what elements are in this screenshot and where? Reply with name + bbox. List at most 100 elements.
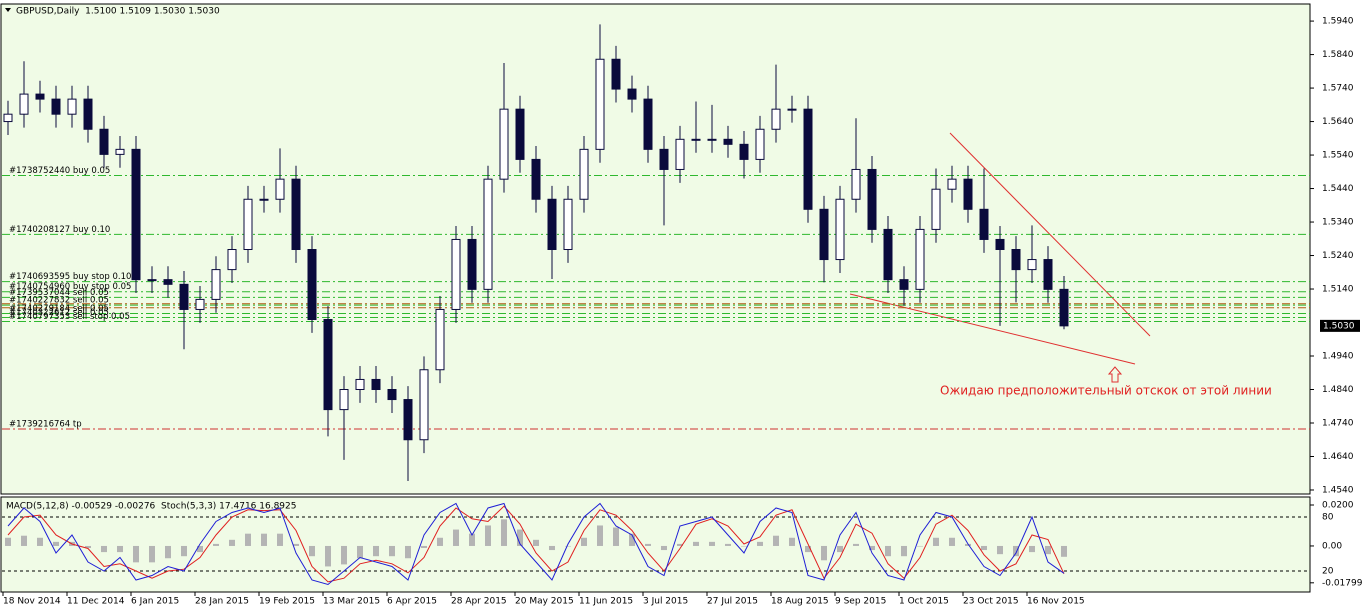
macd-bar (965, 543, 971, 546)
y-tick-label: 0.0200 (1322, 500, 1354, 510)
candle-body (739, 143, 749, 160)
candle-body (483, 178, 493, 290)
macd-bar (933, 537, 939, 546)
candle-body (323, 319, 333, 411)
macd-bar (869, 545, 875, 551)
candle-body (611, 58, 621, 90)
candle-body (211, 269, 221, 300)
y2-tick-label: 20 (1322, 567, 1334, 577)
sub-panel (0, 496, 1311, 593)
candle-body (115, 148, 125, 155)
last-price-box (1320, 319, 1360, 332)
x-tick-label: 20 May 2015 (515, 597, 574, 607)
macd-bar (357, 545, 363, 559)
macd-bar (645, 543, 651, 546)
macd-bar (501, 519, 507, 546)
macd-bar (485, 525, 491, 546)
candle-body (787, 108, 797, 111)
x-tick-label: 9 Sep 2015 (835, 597, 886, 607)
stoch-line (7, 502, 1065, 586)
macd-bar (37, 537, 43, 546)
candle-body (355, 378, 365, 391)
x-tick-label: 11 Jun 2015 (579, 597, 633, 607)
y-tick-label: 1.5340 (1322, 218, 1354, 228)
x-tick-label: 18 Nov 2014 (3, 597, 61, 607)
candle-body (547, 198, 557, 251)
candle-body (1027, 259, 1037, 271)
candle-body (1011, 249, 1021, 271)
macd-bar (325, 545, 331, 567)
x-tick-label: 6 Apr 2015 (387, 597, 437, 607)
macd-bar (21, 535, 27, 546)
macd-bar (1029, 545, 1035, 553)
candle-body (51, 98, 61, 115)
macd-bar (1013, 545, 1019, 557)
candle-body (195, 298, 205, 310)
candle-body (99, 128, 109, 155)
candle-body (595, 58, 605, 150)
macd-bar (149, 545, 155, 563)
order-label: #1740754960 buy stop 0.05 (9, 282, 131, 292)
candle-body (307, 249, 317, 321)
x-tick-label: 27 Jul 2015 (707, 597, 758, 607)
candle-body (179, 283, 189, 310)
candle-body (387, 389, 397, 401)
candle-body (675, 138, 685, 170)
candle-body (963, 178, 973, 210)
indicator-title: MACD(5,12,8) -0.00529 -0.00276 Stoch(5,3… (6, 502, 296, 512)
macd-bar (165, 545, 171, 559)
candle-body (3, 113, 13, 123)
macd-bar (709, 541, 715, 546)
macd-bar (773, 535, 779, 546)
order-label: #1739216764 tp (9, 420, 82, 430)
y-tick-label: 1.4640 (1322, 452, 1354, 462)
main-panel (0, 3, 1311, 495)
arrow-icon (1107, 366, 1123, 383)
candle-body (291, 178, 301, 251)
x-tick-label: 13 Mar 2015 (323, 597, 380, 607)
macd-bar (901, 545, 907, 557)
macd-bar (181, 545, 187, 557)
macd-bar (341, 545, 347, 565)
candle-body (915, 228, 925, 290)
candle-body (35, 93, 45, 100)
candle-body (275, 178, 285, 200)
candle-body (339, 389, 349, 411)
candle-body (259, 198, 269, 201)
candle-body (515, 108, 525, 160)
candle-body (851, 168, 861, 200)
macd-bar (517, 529, 523, 546)
candle-body (19, 93, 29, 115)
candle-body (467, 238, 477, 290)
order-label: #1740797353 sell stop 0.05 (9, 312, 130, 322)
y-tick-label: 1.4540 (1322, 485, 1354, 495)
x-tick-label: 28 Jan 2015 (195, 597, 249, 607)
candle-body (1043, 259, 1053, 290)
y-tick-label: -0.01799 (1322, 578, 1362, 588)
candle-body (627, 88, 637, 100)
macd-bar (469, 533, 475, 546)
candle-body (883, 228, 893, 281)
y-tick-label: 1.5640 (1322, 117, 1354, 127)
candle-body (163, 279, 173, 285)
order-label: #1740279184 sell 0.05 (9, 304, 109, 314)
candle-body (771, 108, 781, 130)
macd-bar (805, 545, 811, 553)
candle-body (707, 138, 717, 141)
macd-bar (261, 533, 267, 546)
candle-body (659, 148, 669, 170)
macd-bar (405, 545, 411, 559)
y-tick-label: 1.4940 (1322, 352, 1354, 362)
candle-body (243, 198, 253, 251)
y-tick-label: 1.5140 (1322, 285, 1354, 295)
x-tick-label: 11 Dec 2014 (67, 597, 125, 607)
macd-bar (229, 539, 235, 546)
macd-bar (789, 537, 795, 546)
candle-body (931, 188, 941, 230)
macd-bar (613, 527, 619, 546)
candle-body (563, 198, 573, 251)
candle-body (755, 128, 765, 160)
candle-body (435, 308, 445, 371)
macd-bar (677, 543, 683, 546)
